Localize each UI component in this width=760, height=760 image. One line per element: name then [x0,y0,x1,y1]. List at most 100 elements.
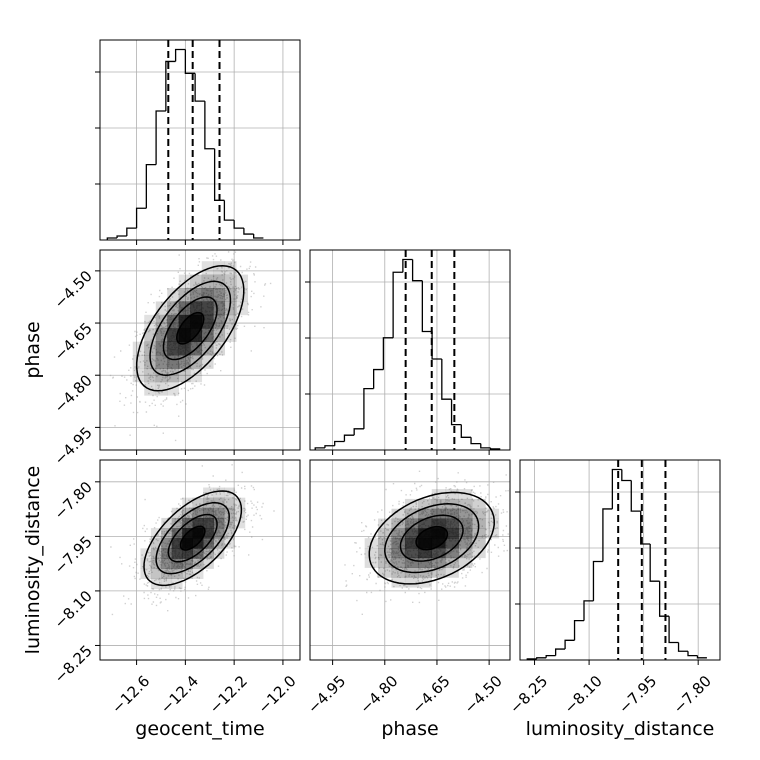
panel-content [100,250,300,450]
density-cell [182,548,193,559]
density-cell [190,301,203,316]
density-cell [418,557,433,568]
density-cell [224,314,237,329]
hist-bin [253,234,264,239]
x-tick-label: −12.2 [206,672,251,717]
density-cell [150,568,162,580]
y-tick-label: −4.50 [51,267,96,312]
hist-bin [343,434,355,442]
panel-frame [99,459,301,661]
density-cell [418,548,433,559]
density-cell [201,274,214,289]
density-cell [213,507,225,519]
density-cell [190,368,203,383]
hist-bin [126,227,137,237]
hist-bin [106,237,118,240]
density-cell [234,507,246,519]
density-cell [391,548,406,559]
hist-bin [324,445,335,448]
density-cell [391,508,406,519]
contour [176,311,205,345]
density-cell [458,498,473,510]
x-tick-label: −4.80 [356,672,401,717]
density-cell [213,528,225,539]
density-cell [167,341,180,356]
density-cell [203,528,214,539]
density-cell [201,261,214,275]
density-cell [224,301,237,316]
density-cell [155,341,168,356]
density-cell [132,355,145,369]
hist-bin [155,110,166,165]
density-cell [485,518,500,529]
density-cell [201,341,214,356]
hist-bin [545,654,556,658]
density-cell [190,274,203,289]
density-cell [445,538,459,549]
density-cell [431,557,446,568]
density-cell [161,538,173,549]
density-cell [458,518,473,529]
density-cell [201,301,214,316]
density-cell [378,567,392,578]
hist-bin [382,337,394,370]
density-cell [144,368,157,383]
hist-bin [243,228,254,235]
hist-bin [696,655,707,659]
hist-bin [470,437,481,445]
density-cell [192,568,204,580]
hist-bin [649,543,660,582]
density-cell [224,261,237,275]
x-axis-label-geocent_time: geocent_time [135,718,264,740]
contour [415,525,449,551]
density-cell [213,314,226,329]
density-cell [404,518,419,529]
hist-bin [233,220,244,229]
density-cell [201,314,214,329]
contour [368,491,495,585]
x-axis-label-phase: phase [381,718,438,740]
density-cell [213,288,226,302]
panel-frame [99,249,301,451]
density-cell [203,558,214,569]
density-cell [445,489,459,500]
density-cell [178,355,191,369]
density-cell [171,558,183,569]
density-cell [431,567,446,578]
density-cell [182,558,193,569]
density-cell [378,528,392,539]
hist-bin [204,101,215,150]
hist-bin [677,642,688,652]
density-cell [178,274,191,289]
density-cell [213,548,225,559]
density-cell [213,487,225,498]
hist-bin [441,358,452,400]
density-cell [161,548,173,559]
density-cell [458,508,473,519]
y-tick-label: −8.10 [51,587,96,632]
density-cell [171,568,183,580]
x-tick-label: −8.25 [506,672,551,717]
density-cell [445,518,459,529]
hist-bin [363,387,374,429]
hist-bin [489,447,501,450]
density-cell [364,548,379,559]
density-cell [213,301,226,316]
hist-bin [611,468,622,509]
density-cell [192,507,204,519]
scatter-panel-geocent_time-vs-phase [95,249,301,455]
density-cell [144,328,157,342]
density-cell [161,517,173,529]
contour [143,490,243,587]
hist-bin [564,639,575,650]
density-cell [155,355,168,369]
density-cell [418,518,433,529]
hist-bin [145,163,157,209]
density-cell [224,328,237,342]
density-cell [364,557,379,568]
hist-bin [402,258,413,273]
scatter-panel-geocent_time-vs-luminosity_distance [95,459,301,665]
density-cell [404,548,419,559]
panel-content [310,460,510,660]
density-cell [213,341,226,356]
